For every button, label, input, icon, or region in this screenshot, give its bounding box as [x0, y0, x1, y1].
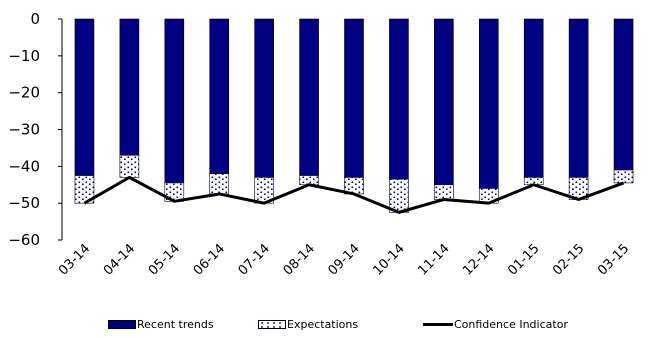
y-tick-label: −10 — [8, 47, 40, 65]
x-tick-label: 07-14 — [236, 241, 273, 278]
x-tick-label: 08-14 — [281, 241, 318, 278]
bar-recent-trends-05-14 — [164, 18, 185, 184]
bar-recent-trends-12-14 — [478, 18, 499, 189]
y-tick-label: −50 — [8, 194, 40, 212]
x-tick-label: 12-14 — [460, 241, 497, 278]
legend-item-recent-trends: Recent trends — [108, 318, 214, 331]
line-confidence-indicator — [83, 175, 625, 214]
bar-recent-trends-01-15 — [523, 18, 544, 178]
bar-recent-trends-04-14 — [119, 18, 140, 156]
y-tick-label: 0 — [30, 10, 40, 28]
bar-expectations-06-14 — [209, 173, 230, 195]
bar-recent-trends-09-14 — [344, 18, 364, 178]
legend: Recent trends Expectations Confidence In… — [0, 318, 649, 334]
bar-recent-trends-03-14 — [74, 18, 95, 176]
bar-recent-trends-07-14 — [254, 18, 274, 178]
legend-label-expectations: Expectations — [287, 318, 359, 331]
y-tick-label: −40 — [8, 157, 40, 175]
bar-recent-trends-03-15 — [613, 18, 634, 171]
x-tick-label: 02-15 — [550, 241, 587, 278]
bar-recent-trends-02-15 — [568, 18, 589, 178]
y-tick-label: −20 — [8, 84, 40, 102]
x-tick-label: 01-15 — [505, 241, 542, 278]
y-tick-label: −60 — [8, 231, 40, 249]
bar-recent-trends-10-14 — [389, 18, 409, 180]
legend-item-expectations: Expectations — [258, 318, 358, 331]
bar-expectations-10-14 — [389, 178, 409, 213]
x-tick-label: 09-14 — [326, 241, 363, 278]
legend-label-recent-trends: Recent trends — [137, 318, 214, 331]
x-tick-label: 03-14 — [56, 241, 93, 278]
x-tick-label: 04-14 — [101, 241, 138, 278]
legend-swatch-recent-trends — [108, 320, 136, 329]
x-tick-label: 06-14 — [191, 241, 228, 278]
legend-label-confidence-indicator: Confidence Indicator — [454, 318, 568, 331]
bar-recent-trends-11-14 — [434, 18, 454, 186]
bar-expectations-03-15 — [613, 169, 634, 184]
x-tick-label: 05-14 — [146, 241, 183, 278]
legend-swatch-confidence-indicator — [423, 323, 453, 326]
legend-swatch-expectations — [258, 320, 286, 329]
x-tick-label: 11-14 — [415, 241, 452, 278]
y-tick-label: −30 — [8, 121, 40, 139]
bar-expectations-04-14 — [119, 154, 140, 178]
legend-item-confidence-indicator: Confidence Indicator — [423, 318, 568, 331]
x-tick-label: 03-15 — [595, 241, 632, 278]
bar-recent-trends-06-14 — [209, 18, 230, 174]
bar-expectations-11-14 — [434, 184, 454, 200]
x-tick-label: 10-14 — [370, 241, 407, 278]
bar-recent-trends-08-14 — [299, 18, 319, 176]
